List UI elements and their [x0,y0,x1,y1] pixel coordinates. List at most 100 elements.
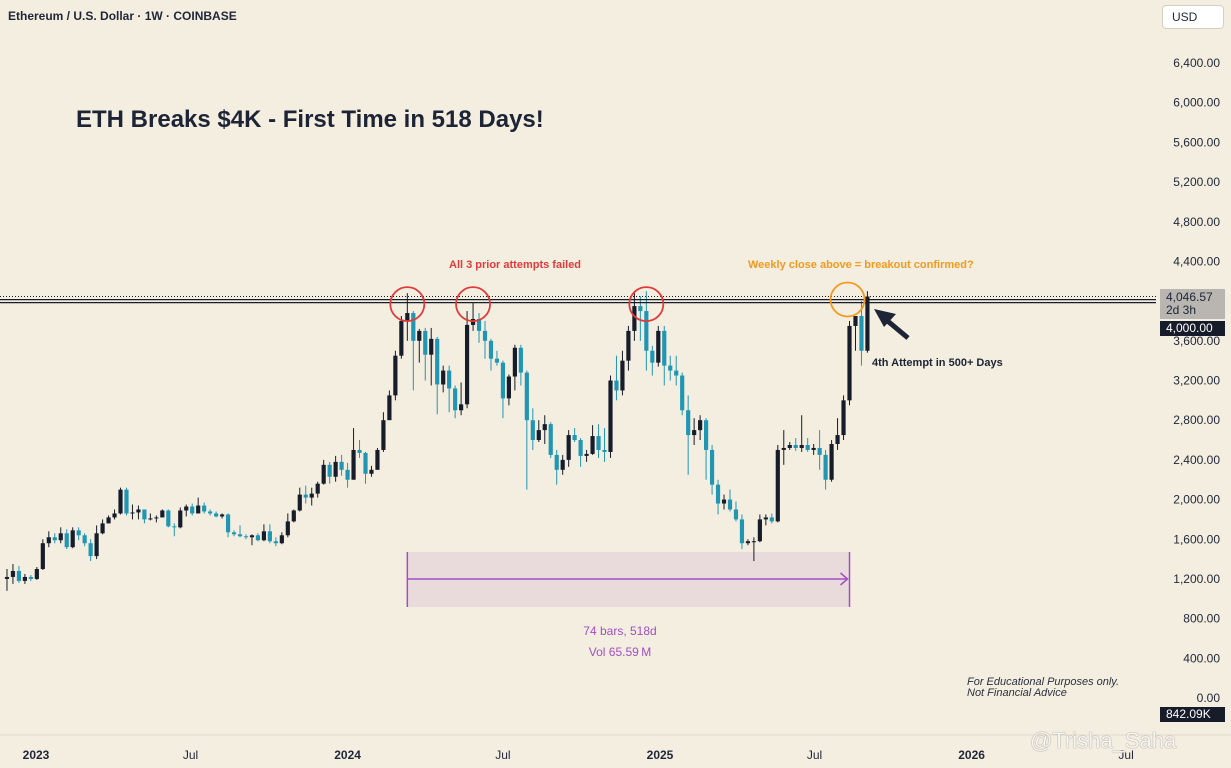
candle-body [160,510,165,518]
candle-body [704,420,709,450]
candle-body [823,454,828,480]
candle-body [243,536,249,538]
candle-body [608,380,613,452]
candlestick-series [4,291,870,591]
candle-body [829,444,834,480]
candle-body [536,430,541,441]
candle-body [835,435,840,444]
candle-body [602,449,607,452]
range-bars-label: 74 bars, 518d [583,624,657,638]
candle-body [124,489,129,514]
fourth-attempt-annotation: 4th Attempt in 500+ Days [872,357,1003,369]
candle-body [542,424,547,431]
failed-attempts-annotation: All 3 prior attempts failed [449,259,582,271]
candle-body [190,506,195,514]
candle-body [76,530,81,536]
candle-body [799,444,804,448]
failed-attempt-circle [455,286,491,323]
candle-body [118,489,123,514]
candle-body [686,410,691,436]
candle-body [751,541,756,543]
currency-selector[interactable]: USD [1162,5,1224,29]
candle-body [554,454,559,470]
candle-body [423,330,428,355]
y-tick-label: 3,200.00 [1173,374,1220,388]
candle-body [303,494,308,498]
symbol-title: Ethereum / U.S. Dollar · 1W · COINBASE [8,9,237,23]
candle-body [112,513,117,518]
y-tick-label: 4,800.00 [1173,215,1220,229]
y-tick-label: 6,000.00 [1173,96,1220,110]
range-arrow-head [840,572,849,586]
candle-body [208,511,213,514]
candle-body [363,452,368,474]
current-price-value: 4,046.57 [1166,290,1213,304]
date-range-measure [406,552,851,607]
x-tick-label: 2026 [958,748,985,762]
candle-body [488,340,494,359]
candle-body [859,316,864,351]
candle-body [411,313,416,341]
candle-body [518,347,523,373]
candle-body [500,362,506,399]
candle-body [154,517,159,519]
current-price-tag: 4,046.57 2d 3h [1160,289,1225,319]
candle-body [261,531,267,541]
candle-body [662,330,667,366]
candle-body [369,469,374,474]
y-tick-label: 5,200.00 [1173,175,1220,189]
x-tick-label: 2024 [334,748,361,762]
candle-body [393,355,398,396]
candle-body [10,571,16,577]
annotation-arrow [874,309,910,340]
candle-body [321,464,326,484]
candle-body [698,420,703,431]
candle-body [130,512,135,514]
y-tick-label: 2,400.00 [1173,453,1220,467]
y-tick-label: 800.00 [1183,612,1220,626]
candle-body [614,380,619,391]
candle-body [435,338,440,385]
candle-body [668,365,673,371]
candle-body [530,420,535,441]
candle-body [572,435,577,441]
candle-body [566,435,571,460]
candle-body [88,543,93,557]
candle-body [721,499,727,504]
candle-body [297,494,302,511]
candle-body [811,447,816,450]
candle-body [596,436,601,450]
failed-attempt-circle [628,286,665,323]
candle-body [339,461,344,470]
candle-body [46,537,51,544]
candle-body [626,330,631,361]
candle-body [136,509,141,513]
candle-body [58,533,63,541]
candle-body [333,461,338,477]
candle-body [52,537,57,541]
candle-body [482,330,488,341]
candle-body [494,358,500,363]
candle-body [172,526,177,528]
candle-body [351,449,356,480]
candle-body [715,484,721,504]
candle-body [727,499,733,510]
candle-body [315,483,320,494]
disclaimer-line-2: Not Financial Advice [967,687,1067,699]
y-tick-label: 2,800.00 [1173,413,1220,427]
failed-attempt-circle [389,286,426,323]
x-tick-label: 2025 [647,748,674,762]
x-tick-label: Jul [183,748,198,762]
candle-body [506,376,511,399]
candle-body [22,576,27,581]
candle-body [387,395,392,421]
x-tick-label: Jul [1118,748,1133,762]
candle-body [632,306,637,331]
bottom-price-tag: 842.09K [1160,707,1225,722]
bar-countdown: 2d 3h [1166,303,1197,317]
candle-body [817,447,822,455]
candle-body [692,430,697,436]
candle-body [775,449,780,522]
y-tick-label: 5,600.00 [1173,135,1220,149]
